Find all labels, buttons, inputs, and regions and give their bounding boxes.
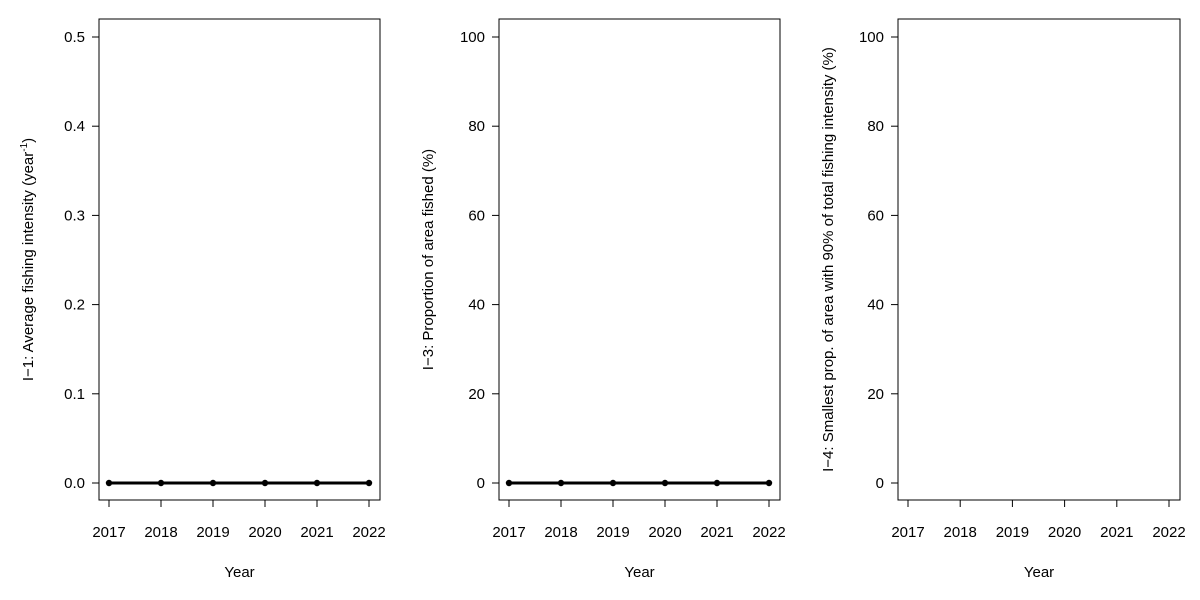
data-point (313, 479, 321, 487)
y-tick-label: 0.4 (64, 118, 85, 135)
x-tick-label: 2021 (1100, 524, 1133, 541)
x-tick-label: 2022 (352, 524, 385, 541)
y-axis-title: I−3: Proportion of area fished (%) (420, 149, 437, 370)
y-tick-label: 60 (867, 207, 884, 224)
y-tick-label: 0.0 (64, 475, 85, 492)
plot-frame (498, 18, 781, 501)
x-axis-title: Year (624, 564, 654, 581)
y-tick-label: 0.3 (64, 207, 85, 224)
x-axis-title: Year (1024, 564, 1054, 581)
y-tick-label: 60 (468, 207, 485, 224)
x-tick-label: 2017 (891, 524, 924, 541)
data-point (557, 479, 565, 487)
data-point (105, 479, 113, 487)
y-tick-label: 0.1 (64, 386, 85, 403)
y-tick-label: 20 (468, 386, 485, 403)
x-tick-label: 2018 (144, 524, 177, 541)
y-tick-label: 20 (867, 386, 884, 403)
y-tick-label: 100 (460, 29, 485, 46)
y-tick-label: 0.2 (64, 297, 85, 314)
x-tick-label: 2020 (248, 524, 281, 541)
y-tick-label: 40 (468, 297, 485, 314)
y-tick-label: 0 (477, 475, 485, 492)
data-point (609, 479, 617, 487)
plot-frame (98, 18, 381, 501)
y-tick-label: 80 (867, 118, 884, 135)
data-point (765, 479, 773, 487)
data-point (505, 479, 513, 487)
x-tick-label: 2020 (1048, 524, 1081, 541)
data-point (261, 479, 269, 487)
y-tick-label: 40 (867, 297, 884, 314)
x-tick-label: 2018 (544, 524, 577, 541)
y-tick-label: 100 (859, 29, 884, 46)
y-axis-title: I−4: Smallest prop. of area with 90% of … (820, 47, 837, 472)
panel-2: 0 20 40 60 80 100 2017 2018 2019 2020 2021 2022 Year… (420, 18, 786, 581)
x-tick-label: 2022 (752, 524, 785, 541)
panel-3: 0 20 40 60 80 100 2017 2018 2019 2020 2021 2022 Year… (820, 18, 1186, 581)
y-tick-label: 80 (468, 118, 485, 135)
x-tick-label: 2020 (648, 524, 681, 541)
x-tick-label: 2019 (596, 524, 629, 541)
x-tick-label: 2021 (700, 524, 733, 541)
data-point (661, 479, 669, 487)
x-tick-label: 2017 (492, 524, 525, 541)
data-point (157, 479, 165, 487)
data-point (209, 479, 217, 487)
x-tick-label: 2018 (944, 524, 977, 541)
y-tick-label: 0 (876, 475, 884, 492)
plot-frame (897, 18, 1181, 501)
y-axis-title: I−1: Average fishing intensity (year-1) (19, 138, 37, 381)
y-tick-label: 0.5 (64, 29, 85, 46)
panel-1: 0.0 0.1 0.2 0.3 0.4 0.5 2017 2018 2019 2020 2021 20… (19, 18, 386, 581)
x-axis-title: Year (224, 564, 254, 581)
data-point (713, 479, 721, 487)
x-tick-label: 2019 (996, 524, 1029, 541)
x-tick-label: 2022 (1152, 524, 1185, 541)
x-tick-label: 2017 (92, 524, 125, 541)
x-tick-label: 2021 (300, 524, 333, 541)
x-tick-label: 2019 (196, 524, 229, 541)
data-point (365, 479, 373, 487)
